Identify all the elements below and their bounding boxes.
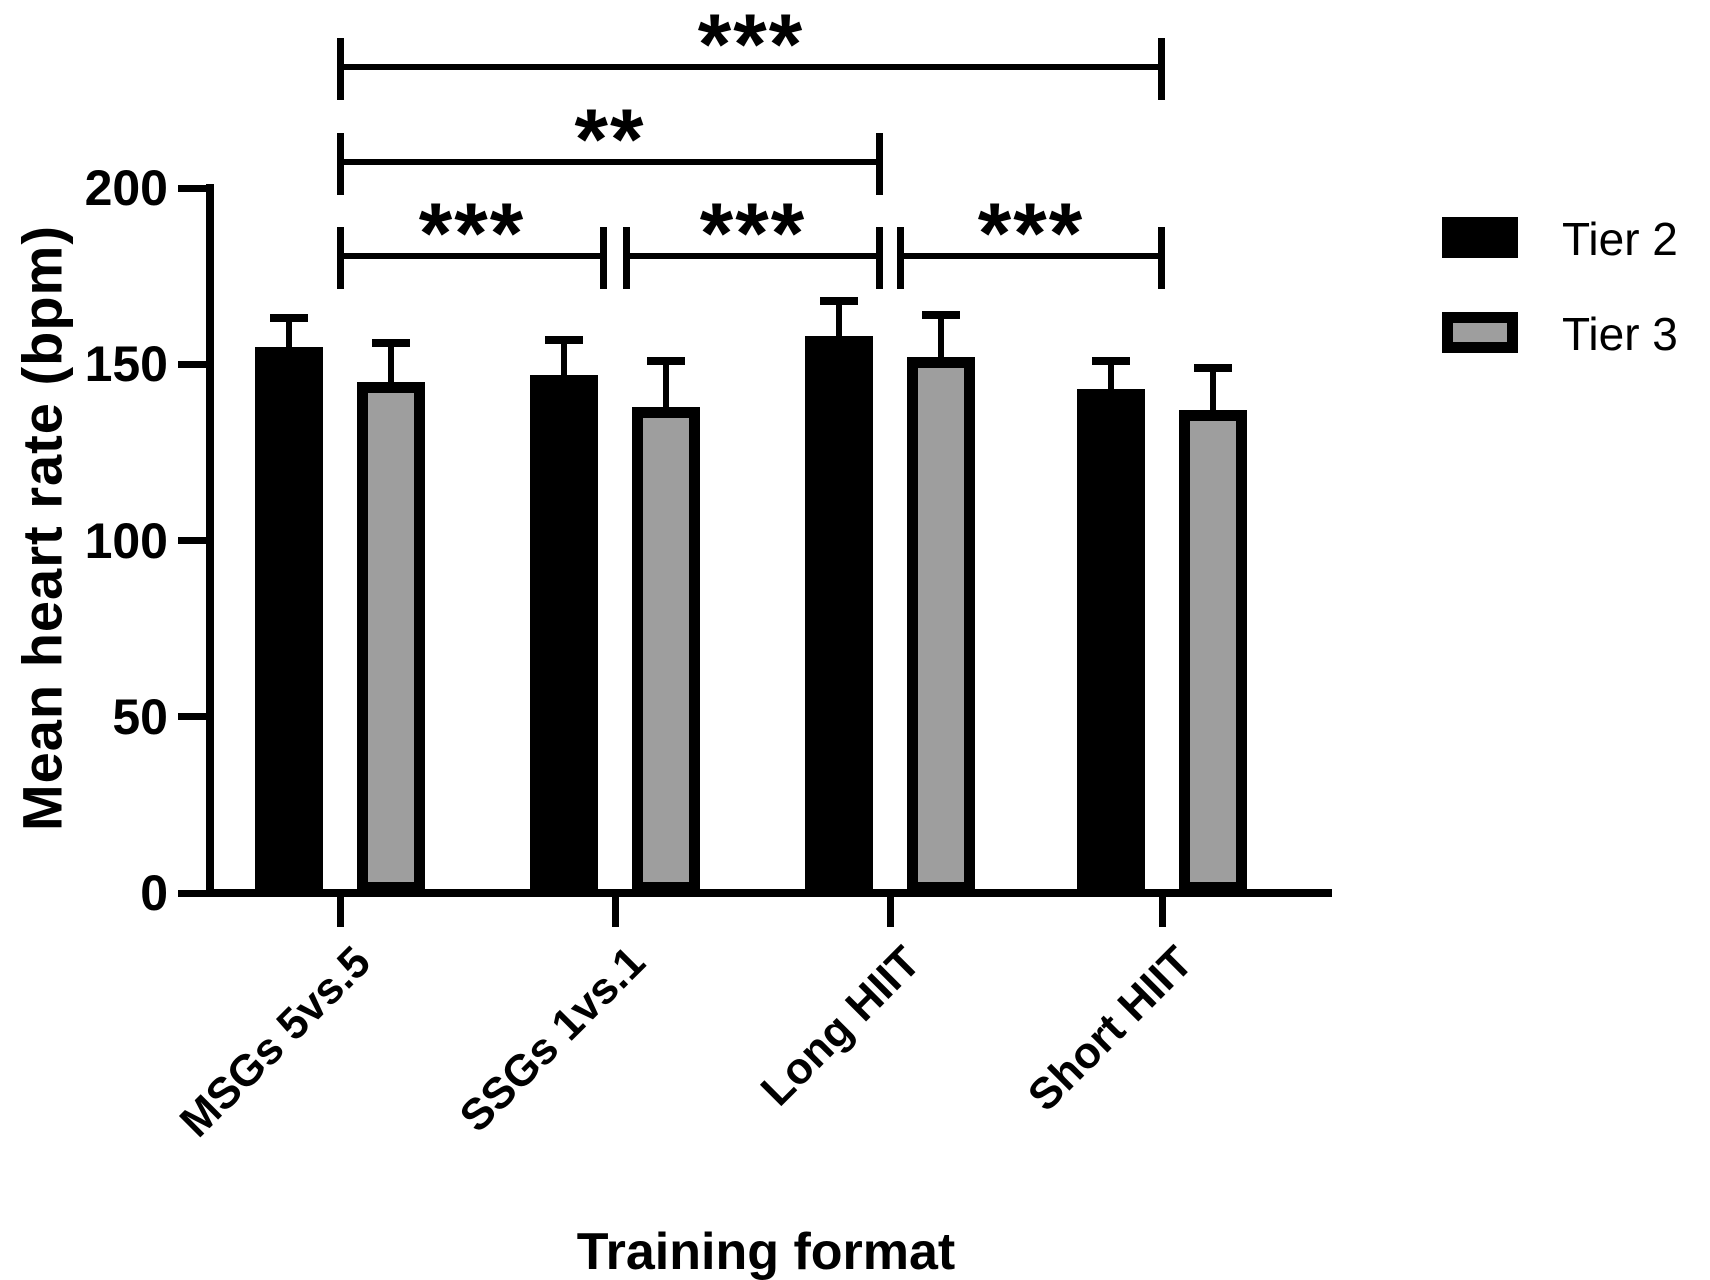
significance-bracket-ssgs-1vs-1-long-hiit-line	[626, 253, 880, 259]
significance-bracket-long-hiit-short-hiit-end-right	[1158, 227, 1165, 289]
significance-bracket-ssgs-1vs-1-long-hiit-end-left	[623, 227, 630, 289]
y-tick-200	[178, 184, 206, 192]
error-bar-cap-tier-3-ssgs-1vs-1	[647, 356, 685, 365]
y-tick-150	[178, 360, 206, 368]
error-bar-stem-tier-3-ssgs-1vs-1	[663, 360, 669, 419]
y-tick-label-50: 50	[112, 688, 168, 745]
significance-bracket-msgs-5vs-5-long-hiit-line	[340, 159, 880, 165]
error-bar-cap-tier-2-long-hiit	[820, 296, 858, 305]
significance-bracket-ssgs-1vs-1-long-hiit-end-right	[876, 227, 883, 289]
y-tick-label-0: 0	[140, 865, 168, 921]
x-tick-msgs-5vs-5	[336, 897, 344, 927]
significance-bracket-msgs-5vs-5-short-hiit-label: ***	[697, 0, 805, 93]
bar-tier-2-long-hiit	[805, 336, 873, 893]
y-tick-100	[178, 537, 206, 544]
error-bar-cap-tier-3-short-hiit	[1194, 363, 1232, 372]
x-tick-label-msgs-5vs-5: MSGs 5vs.5	[170, 937, 380, 1147]
legend-label-tier2: Tier 2	[1562, 213, 1678, 265]
y-tick-50	[178, 713, 206, 721]
bar-tier-2-msgs-5vs-5	[255, 346, 323, 893]
bar-tier-3-short-hiit	[1179, 410, 1247, 893]
significance-bracket-msgs-5vs-5-long-hiit-end-left	[337, 133, 344, 195]
y-tick-label-100: 100	[84, 512, 168, 569]
significance-bracket-msgs-5vs-5-long-hiit-label: **	[574, 92, 646, 188]
significance-bracket-msgs-5vs-5-short-hiit-end-right	[1158, 38, 1165, 100]
error-bar-stem-tier-2-long-hiit	[836, 300, 842, 349]
error-bar-cap-tier-2-short-hiit	[1092, 356, 1130, 365]
x-tick-label-long-hiit: Long HIIT	[751, 937, 930, 1116]
x-tick-label-short-hiit: Short HIIT	[1018, 937, 1202, 1121]
y-tick-label-200: 200	[84, 160, 168, 216]
x-tick-long-hiit	[886, 897, 894, 927]
significance-bracket-msgs-5vs-5-ssgs-1vs-1-line	[340, 253, 604, 259]
significance-bracket-msgs-5vs-5-short-hiit-line	[340, 64, 1162, 70]
significance-bracket-msgs-5vs-5-ssgs-1vs-1-end-left	[337, 227, 344, 289]
y-tick-0	[178, 889, 206, 897]
error-bar-cap-tier-3-long-hiit	[922, 310, 960, 319]
legend-swatch-tier3	[1442, 312, 1518, 353]
x-tick-short-hiit	[1158, 897, 1166, 927]
significance-bracket-msgs-5vs-5-ssgs-1vs-1-end-right	[600, 227, 607, 289]
significance-bracket-ssgs-1vs-1-long-hiit-label: ***	[699, 186, 807, 282]
significance-bracket-long-hiit-short-hiit-end-left	[897, 227, 904, 289]
x-axis-line	[206, 889, 1332, 897]
error-bar-stem-tier-2-msgs-5vs-5	[286, 318, 292, 359]
error-bar-cap-tier-2-msgs-5vs-5	[270, 314, 308, 323]
error-bar-cap-tier-2-ssgs-1vs-1	[545, 335, 583, 344]
x-tick-label-ssgs-1vs-1: SSGs 1vs.1	[450, 937, 655, 1142]
bar-tier-3-ssgs-1vs-1	[632, 406, 700, 893]
legend-label-tier3: Tier 3	[1562, 308, 1678, 360]
y-axis-line	[206, 184, 214, 897]
significance-bracket-msgs-5vs-5-short-hiit-end-left	[337, 38, 344, 100]
significance-bracket-msgs-5vs-5-long-hiit-end-right	[876, 133, 883, 195]
bar-tier-3-long-hiit	[907, 357, 975, 893]
error-bar-stem-tier-3-long-hiit	[938, 314, 944, 370]
significance-bracket-long-hiit-short-hiit-line	[900, 253, 1162, 259]
x-tick-ssgs-1vs-1	[611, 897, 619, 927]
bar-tier-2-ssgs-1vs-1	[530, 374, 598, 893]
legend-swatch-tier2	[1442, 217, 1518, 258]
bar-tier-3-msgs-5vs-5	[357, 381, 425, 893]
error-bar-stem-tier-2-ssgs-1vs-1	[561, 339, 567, 387]
significance-bracket-long-hiit-short-hiit-label: ***	[977, 186, 1085, 282]
bar-tier-2-short-hiit	[1077, 388, 1145, 893]
significance-bracket-msgs-5vs-5-ssgs-1vs-1-label: ***	[418, 186, 526, 282]
y-tick-label-150: 150	[84, 336, 168, 393]
x-axis-title: Training format	[576, 1223, 956, 1280]
error-bar-stem-tier-3-msgs-5vs-5	[388, 343, 394, 394]
error-bar-cap-tier-3-msgs-5vs-5	[372, 339, 410, 348]
error-bar-stem-tier-3-short-hiit	[1210, 367, 1216, 423]
error-bar-stem-tier-2-short-hiit	[1108, 360, 1114, 401]
